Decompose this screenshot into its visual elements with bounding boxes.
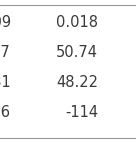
Text: 106.36: 106.36: [0, 105, 11, 120]
Text: 48.22: 48.22: [56, 75, 98, 90]
Text: 0.009: 0.009: [0, 15, 11, 30]
Text: 50.7: 50.7: [0, 45, 11, 60]
Text: 0.018: 0.018: [56, 15, 98, 30]
Text: 50.74: 50.74: [56, 45, 98, 60]
Text: -8.31: -8.31: [0, 75, 11, 90]
Text: -114: -114: [65, 105, 98, 120]
